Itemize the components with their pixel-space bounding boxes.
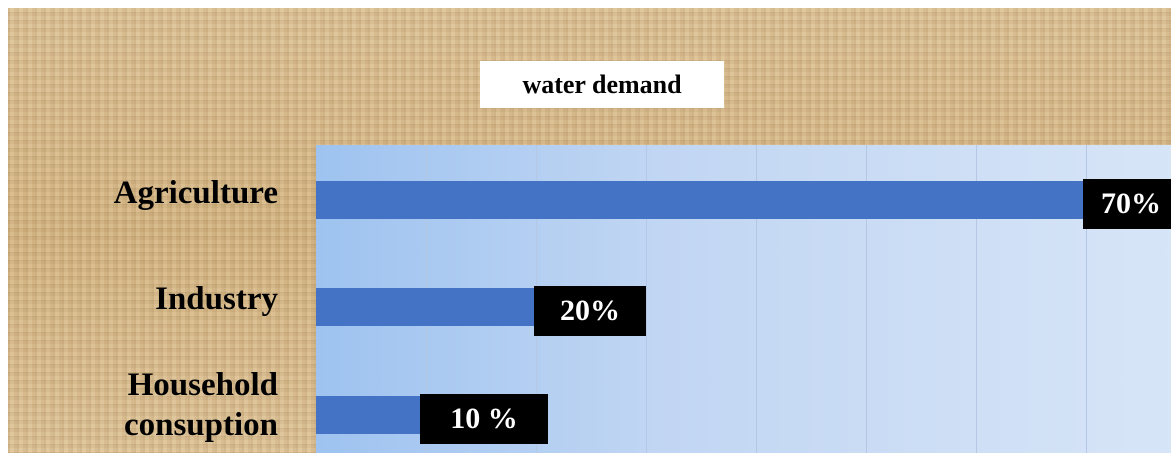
gridline	[756, 145, 757, 453]
gridline	[1086, 145, 1087, 453]
data-label: 10 %	[420, 394, 548, 444]
gridline	[866, 145, 867, 453]
bar-household-consuption	[316, 396, 426, 434]
bar-agriculture	[316, 181, 1086, 219]
category-label-line: Household	[127, 367, 278, 403]
category-label: Agriculture	[28, 173, 278, 213]
data-label: 70%	[1083, 179, 1171, 229]
category-label-line: Agriculture	[113, 175, 278, 211]
category-label: Household consuption	[28, 365, 278, 445]
gridline	[976, 145, 977, 453]
gridline	[646, 145, 647, 453]
chart-area: water demand 70% 20% 10 % Agriculture Indus…	[8, 8, 1171, 453]
data-label: 20%	[534, 286, 646, 336]
chart-title: water demand	[480, 61, 724, 108]
category-label: Industry	[28, 279, 278, 319]
bar-industry	[316, 288, 536, 326]
plot-area: 70% 20% 10 %	[316, 145, 1171, 453]
category-label-line: Industry	[155, 281, 278, 317]
category-label-line: consuption	[123, 407, 278, 443]
